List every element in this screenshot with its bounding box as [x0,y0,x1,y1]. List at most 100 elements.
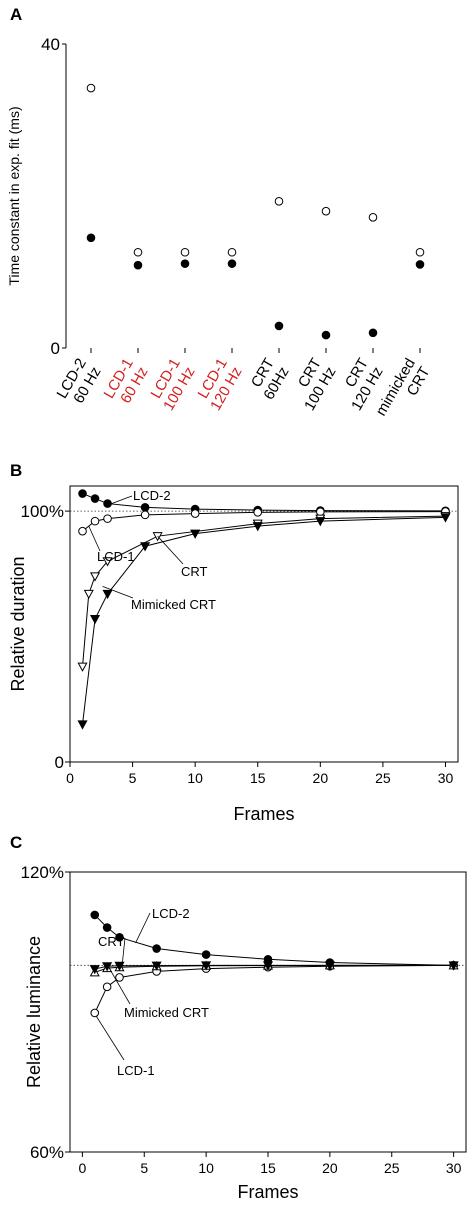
panel-b-chart: 0 5 10 15 20 25 30 0 100% Frames Relative duration… [8,485,459,824]
point-mimicked-crt [151,961,162,971]
point-filled-circle [415,260,425,269]
series-line-lcd-2 [94,914,454,966]
annotation-lcd-1: LCD-1 [97,549,135,564]
point-mimicked-crt [201,961,212,971]
point-lcd-1 [190,509,200,518]
y-axis-title: Time constant in exp. fit (ms) [6,106,22,285]
y-axis-title: Relative luminance [24,936,44,1088]
point-lcd-2 [115,933,124,942]
point-mimicked-crt [77,720,88,730]
point-mimicked-crt [102,589,113,600]
x-tick-label: 5 [140,1160,148,1176]
x-tick-label: 20 [313,770,329,786]
panel-label-c: C [10,833,22,852]
point-lcd-2 [152,944,161,953]
point-lcd-1 [140,510,150,520]
x-tick-label: 10 [198,1160,214,1176]
series-line-crt [82,515,446,667]
point-mimicked-crt [89,614,101,625]
panel-c-chart: 0 5 10 15 20 25 30 60% 120% Frames Relative lumina… [21,863,467,1202]
point-filled-circle [274,321,284,331]
point-filled-circle [368,328,378,338]
point-open-circle [368,212,378,222]
panel-a-chart: 0 40 Time constant in exp. fit (ms) LCD-260… [6,35,434,419]
annotation-lcd-1: LCD-1 [117,1063,155,1078]
annotation-mimicked-crt: Mimicked CRT [124,1005,209,1020]
point-mimicked-crt [448,961,459,971]
point-open-circle [180,247,190,257]
y-tick-label: 40 [41,35,60,54]
annotation-lcd-2-leader [135,912,151,944]
point-lcd-2 [201,950,211,959]
annotation-lcd-2: LCD-2 [133,488,171,503]
point-filled-circle [133,260,143,270]
point-lcd-2 [78,489,87,498]
point-mimicked-crt [102,962,113,972]
annotation-lcd-1-leader [95,1015,125,1061]
point-lcd-1 [253,508,263,517]
point-filled-circle [180,259,190,268]
point-lcd-2 [102,923,112,932]
point-lcd-1 [78,526,87,536]
panel-label-b: B [10,461,22,480]
x-tick-label: 25 [384,1160,400,1176]
point-filled-circle [86,233,96,243]
y-tick-label: 0 [55,753,64,772]
point-open-circle [227,247,237,257]
annotation-crt: CRT [181,564,208,579]
point-mimicked-crt [89,965,100,975]
x-tick-label: 20 [322,1160,338,1176]
point-mimicked-crt [252,522,263,532]
point-mimicked-crt [440,513,451,523]
point-crt [89,572,101,582]
point-crt [77,662,88,672]
annotation-crt-leader [157,535,184,565]
annotation-lcd-2-leader [111,495,133,504]
point-mimicked-crt [315,517,326,527]
series-line-mimicked-crt [82,516,446,725]
x-tick-label: 0 [66,770,74,786]
y-tick-label: 60% [30,1143,64,1162]
point-open-circle [86,83,96,93]
x-tick-label-lcd-1-60-hz: LCD-160 Hz [100,355,151,406]
point-filled-circle [227,259,237,268]
point-open-circle [321,206,331,216]
point-lcd-1 [316,507,325,517]
point-open-circle [274,197,284,206]
annotation-crt: CRT [98,934,125,949]
point-lcd-1 [115,973,124,982]
point-mimicked-crt [190,529,201,539]
point-lcd-1 [102,982,112,992]
annotation-mimicked-crt-leader [110,970,131,1005]
x-tick-label: 30 [438,770,454,786]
point-mimicked-crt [114,961,125,972]
x-tick-label: 15 [260,1160,276,1176]
annotation-mimicked-crt: Mimicked CRT [131,597,216,612]
x-axis-title: Frames [237,1182,298,1202]
point-lcd-2 [90,494,100,503]
point-mimicked-crt [262,961,274,971]
point-lcd-1 [90,516,100,526]
annotation-lcd-2: LCD-2 [152,906,190,921]
point-open-circle [133,247,143,257]
x-tick-label: 10 [187,770,203,786]
point-filled-circle [321,330,331,340]
point-lcd-2 [90,910,100,920]
point-lcd-2 [103,499,112,508]
point-crt [102,557,113,567]
y-axis-title: Relative duration [8,556,28,691]
annotation-mimicked-crt-leader [102,585,134,599]
annotation-lcd-1-leader [88,525,101,552]
point-mimicked-crt [324,961,335,971]
y-tick-label: 100% [21,502,64,521]
x-tick-label: 5 [129,770,137,786]
annotation-crt-leader [121,937,126,967]
point-lcd-2 [140,503,150,512]
x-tick-label-lcd-2-60-hz: LCD-260 Hz [53,355,104,406]
series-line-lcd-1 [82,511,446,532]
point-crt [83,589,94,600]
